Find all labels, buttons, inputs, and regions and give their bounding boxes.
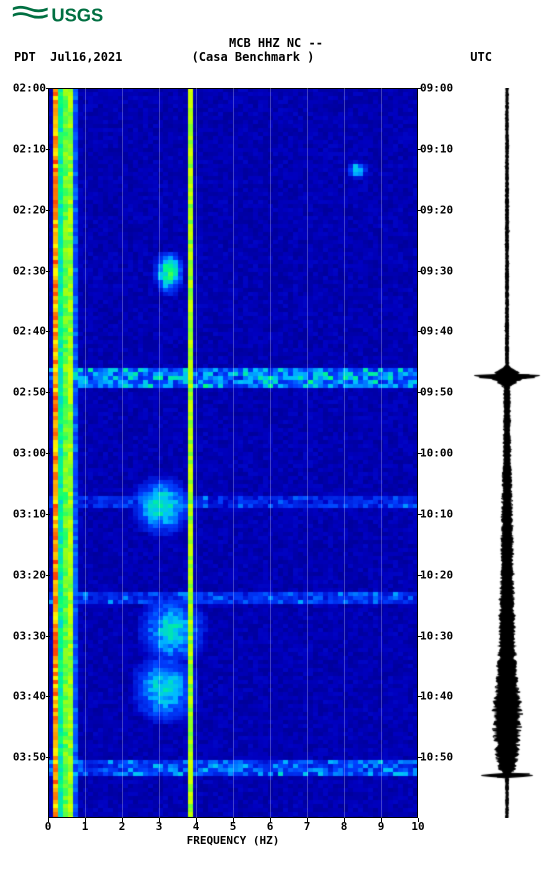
ytick-right: 09:00 [420,82,456,95]
ytick-right: 09:50 [420,386,456,399]
seismogram [470,88,544,818]
tz-right: UTC [333,50,552,64]
ytick-right: 10:20 [420,568,456,581]
gridline [159,88,160,818]
ytick-left: 03:00 [12,447,46,460]
ytick-left: 02:20 [12,203,46,216]
ytick-right: 09:10 [420,142,456,155]
ytick-left: 03:10 [12,507,46,520]
gridline [233,88,234,818]
ytick-right: 10:00 [420,447,456,460]
tz-left: PDT Jul16,2021 [0,50,173,64]
x-axis-label: FREQUENCY (HZ) [48,834,418,847]
site-label: (Casa Benchmark ) [173,50,332,64]
ytick-left: 02:10 [12,142,46,155]
ytick-left: 02:00 [12,82,46,95]
gridline [381,88,382,818]
gridline [122,88,123,818]
ytick-right: 09:30 [420,264,456,277]
usgs-logo: USGS [6,4,126,26]
ytick-right: 09:20 [420,203,456,216]
ytick-right: 10:10 [420,507,456,520]
ytick-right: 10:50 [420,751,456,764]
gridline [196,88,197,818]
ytick-left: 03:20 [12,568,46,581]
gridline [307,88,308,818]
ytick-left: 02:50 [12,386,46,399]
ytick-right: 10:30 [420,629,456,642]
gridline [85,88,86,818]
ytick-left: 03:30 [12,629,46,642]
ytick-left: 02:40 [12,325,46,338]
plot-area: 02:0002:1002:2002:3002:4002:5003:0003:10… [12,88,542,848]
ytick-left: 03:50 [12,751,46,764]
gridline [344,88,345,818]
page: USGS MCB HHZ NC -- PDT Jul16,2021 (Casa … [0,0,552,892]
ytick-right: 10:40 [420,690,456,703]
usgs-text: USGS [51,4,103,25]
gridline [270,88,271,818]
ytick-left: 02:30 [12,264,46,277]
chart-header: MCB HHZ NC -- PDT Jul16,2021 (Casa Bench… [0,36,552,64]
ytick-left: 03:40 [12,690,46,703]
ytick-right: 09:40 [420,325,456,338]
station-label: MCB HHZ NC -- [0,36,552,50]
